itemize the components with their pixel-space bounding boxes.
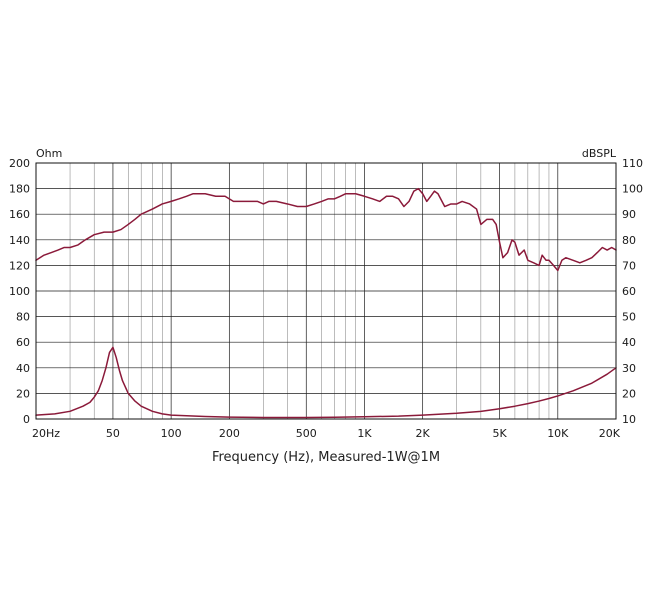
right-y-tick-label: 30 xyxy=(622,362,636,375)
x-tick-label: 10K xyxy=(547,427,569,440)
left-y-tick-label: 100 xyxy=(9,285,30,298)
spl-response-curve xyxy=(35,187,617,272)
left-y-tick-label: 0 xyxy=(23,413,30,426)
right-y-tick-label: 110 xyxy=(622,157,643,170)
left-y-tick-label: 180 xyxy=(9,183,30,196)
impedance-curve xyxy=(35,346,617,419)
left-y-tick-label: 200 xyxy=(9,157,30,170)
x-tick-label: 5K xyxy=(492,427,507,440)
right-y-tick-label: 70 xyxy=(622,259,636,272)
x-tick-label: 2K xyxy=(416,427,431,440)
left-y-tick-label: 140 xyxy=(9,234,30,247)
right-y-tick-label: 40 xyxy=(622,336,636,349)
right-y-tick-label: 50 xyxy=(622,311,636,324)
x-tick-label: 100 xyxy=(161,427,182,440)
right-y-tick-label: 100 xyxy=(622,183,643,196)
left-y-tick-label: 80 xyxy=(16,311,30,324)
right-axis-unit-label: dBSPL xyxy=(582,147,617,160)
x-tick-label: 20K xyxy=(599,427,621,440)
right-y-tick-label: 10 xyxy=(622,413,636,426)
data-curves xyxy=(35,187,617,419)
x-tick-label: 200 xyxy=(219,427,240,440)
right-y-tick-label: 20 xyxy=(622,387,636,400)
x-axis-label: Frequency (Hz), Measured-1W@1M xyxy=(212,450,440,465)
plot-frame xyxy=(35,162,617,420)
left-y-tick-label: 60 xyxy=(16,336,30,349)
left-axis-tick-labels: 0 20 40 60 80 100 120 140 160 180 200 xyxy=(9,157,30,426)
left-y-tick-label: 40 xyxy=(16,362,30,375)
right-axis-tick-labels: 10 20 30 40 50 60 70 80 90 100 110 xyxy=(622,157,643,426)
x-tick-label: 500 xyxy=(296,427,317,440)
left-y-tick-label: 20 xyxy=(16,387,30,400)
left-axis-unit-label: Ohm xyxy=(36,147,62,160)
left-y-tick-label: 160 xyxy=(9,208,30,221)
x-tick-label: 1K xyxy=(357,427,372,440)
right-y-tick-label: 90 xyxy=(622,208,636,221)
right-y-tick-label: 60 xyxy=(622,285,636,298)
x-axis-tick-labels: 20Hz 50 100 200 500 1K 2K 5K 10K 20K xyxy=(32,427,621,440)
left-y-tick-label: 120 xyxy=(9,259,30,272)
right-y-tick-label: 80 xyxy=(622,234,636,247)
x-tick-label: 50 xyxy=(106,427,120,440)
x-tick-label: 20Hz xyxy=(32,427,60,440)
